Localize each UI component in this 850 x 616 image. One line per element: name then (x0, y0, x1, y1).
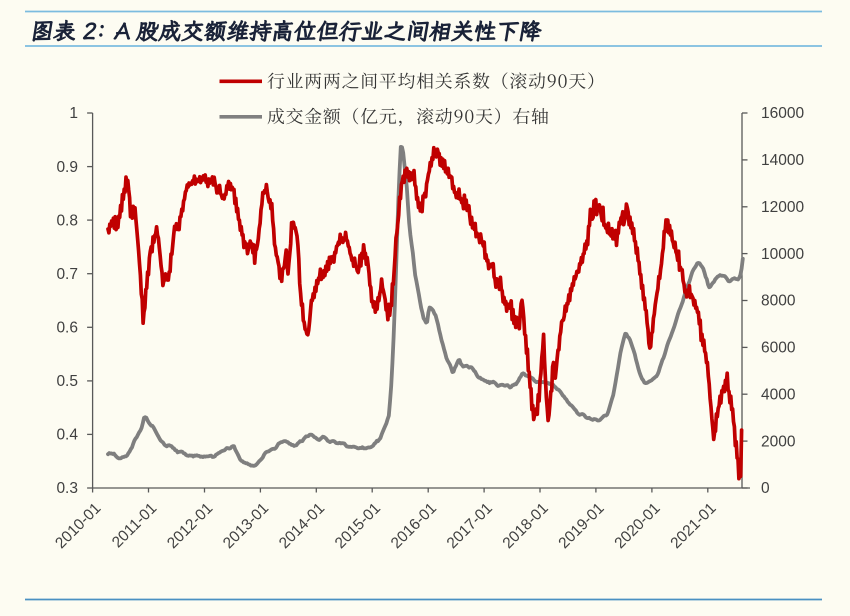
svg-text:10000: 10000 (761, 246, 804, 263)
svg-text:0.4: 0.4 (56, 427, 78, 444)
svg-text:8000: 8000 (761, 293, 796, 310)
svg-text:12000: 12000 (761, 199, 804, 216)
svg-text:6000: 6000 (761, 340, 796, 357)
svg-text:16000: 16000 (761, 105, 804, 122)
svg-text:0.8: 0.8 (56, 212, 78, 229)
svg-text:2000: 2000 (761, 433, 796, 450)
svg-text:0.9: 0.9 (56, 159, 78, 176)
svg-text:1: 1 (69, 105, 78, 122)
svg-text:0: 0 (761, 480, 770, 497)
svg-text:0.6: 0.6 (56, 320, 78, 337)
svg-text:0.3: 0.3 (56, 480, 78, 497)
svg-text:4000: 4000 (761, 386, 796, 403)
svg-text:14000: 14000 (761, 152, 804, 169)
svg-text:0.7: 0.7 (56, 266, 78, 283)
svg-text:0.5: 0.5 (56, 373, 78, 390)
